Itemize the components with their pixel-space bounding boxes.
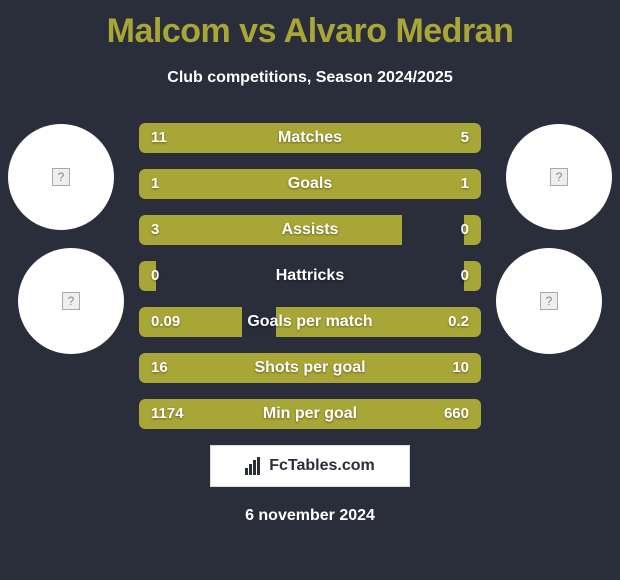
stat-label: Matches [139, 123, 481, 153]
stat-row: 00Hattricks [139, 261, 481, 291]
stat-label: Assists [139, 215, 481, 245]
stat-row: 1610Shots per goal [139, 353, 481, 383]
fctables-logo: FcTables.com [210, 445, 410, 487]
stat-label: Min per goal [139, 399, 481, 429]
stat-row: 11Goals [139, 169, 481, 199]
stat-label: Shots per goal [139, 353, 481, 383]
stat-row: 115Matches [139, 123, 481, 153]
stat-label: Goals per match [139, 307, 481, 337]
stat-row: 1174660Min per goal [139, 399, 481, 429]
footer-date: 6 november 2024 [0, 507, 620, 525]
image-placeholder-icon: ? [62, 292, 80, 310]
stat-row: 0.090.2Goals per match [139, 307, 481, 337]
logo-text: FcTables.com [269, 457, 375, 475]
club1-avatar: ? [18, 248, 124, 354]
stats-container: 115Matches 11Goals 30Assists 00Hattricks 0.0… [139, 123, 481, 429]
page-title: Malcom vs Alvaro Medran [0, 0, 620, 51]
player2-avatar: ? [506, 124, 612, 230]
logo-chart-icon [245, 457, 263, 475]
stat-row: 30Assists [139, 215, 481, 245]
page-subtitle: Club competitions, Season 2024/2025 [0, 69, 620, 87]
club2-avatar: ? [496, 248, 602, 354]
image-placeholder-icon: ? [550, 168, 568, 186]
player1-avatar: ? [8, 124, 114, 230]
stat-label: Hattricks [139, 261, 481, 291]
image-placeholder-icon: ? [540, 292, 558, 310]
stat-label: Goals [139, 169, 481, 199]
image-placeholder-icon: ? [52, 168, 70, 186]
